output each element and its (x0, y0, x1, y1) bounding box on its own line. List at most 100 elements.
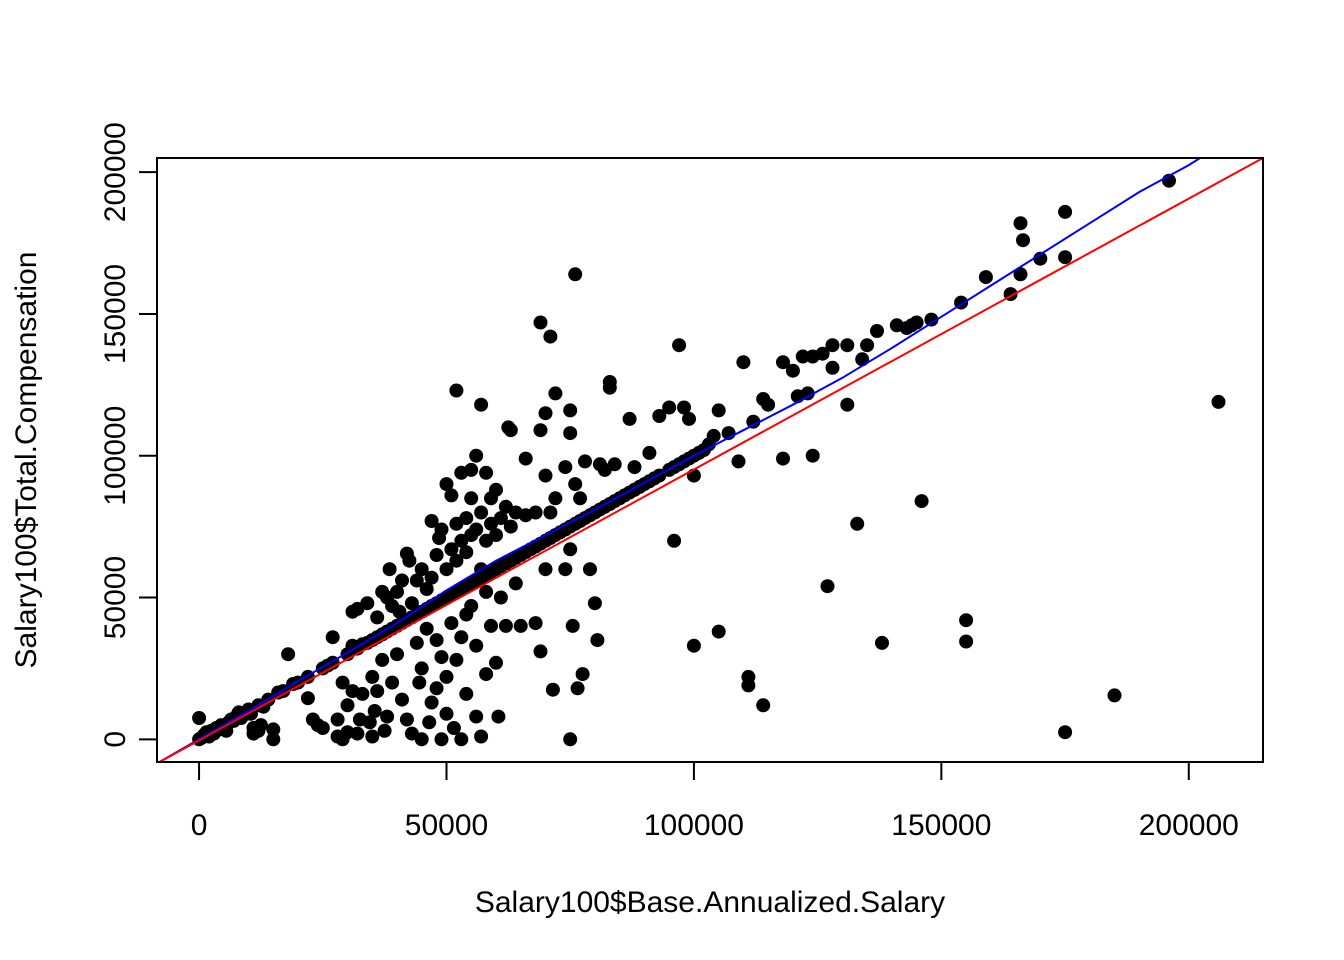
data-point (469, 522, 484, 537)
data-point (474, 729, 489, 744)
data-point (746, 414, 761, 429)
data-point (382, 562, 397, 577)
data-point (662, 400, 677, 415)
data-point (575, 667, 590, 682)
data-point (474, 397, 489, 412)
data-point (340, 698, 355, 713)
data-point (1013, 267, 1028, 282)
data-point (444, 616, 459, 631)
data-point (434, 732, 449, 747)
data-point (454, 630, 469, 645)
y-tick-label: 150000 (99, 264, 132, 364)
data-point (385, 675, 400, 690)
y-axis: 0 50000 100000 150000 200000 (99, 122, 158, 748)
data-point (840, 338, 855, 353)
data-point (513, 618, 528, 633)
data-point (538, 562, 553, 577)
data-point (820, 579, 835, 594)
data-point (860, 338, 875, 353)
data-point (627, 460, 642, 475)
data-point (1058, 725, 1073, 740)
data-point (565, 618, 580, 633)
data-point (736, 355, 751, 370)
data-point (563, 542, 578, 557)
y-tick-label: 200000 (99, 122, 132, 222)
data-point (914, 494, 929, 509)
data-point (1058, 204, 1073, 219)
data-point (875, 635, 889, 650)
data-point (924, 312, 939, 327)
data-point (399, 712, 414, 727)
data-point (395, 692, 409, 707)
data-point (776, 355, 790, 370)
data-point (335, 675, 350, 690)
data-point (390, 584, 404, 599)
data-point (543, 505, 558, 520)
data-point (682, 411, 696, 426)
data-point (439, 706, 454, 721)
data-point (578, 454, 592, 469)
data-point (741, 678, 756, 693)
data-point (959, 634, 974, 649)
data-point (563, 426, 578, 441)
fit-line-1 (157, 158, 1202, 762)
data-point (479, 584, 494, 599)
data-point (414, 732, 429, 747)
data-point (533, 315, 548, 330)
data-point (528, 505, 543, 520)
data-point (444, 542, 459, 557)
data-point (355, 686, 370, 701)
lines-layer (157, 158, 1263, 762)
data-point (677, 400, 691, 415)
data-point (479, 667, 494, 682)
data-point (587, 596, 602, 611)
x-tick-label: 0 (191, 809, 208, 842)
data-point (395, 573, 409, 588)
data-point (402, 553, 417, 568)
data-point (686, 638, 701, 653)
data-point (508, 576, 523, 591)
y-tick-label: 100000 (99, 406, 132, 506)
data-point (459, 686, 474, 701)
data-point (815, 346, 830, 361)
data-point (652, 409, 667, 423)
data-point (518, 451, 533, 466)
data-point (563, 403, 578, 418)
data-point (362, 715, 377, 730)
data-point (642, 445, 657, 460)
data-point (711, 624, 726, 639)
data-point (978, 270, 993, 285)
data-point (377, 723, 392, 738)
data-point (424, 514, 439, 528)
data-point (409, 635, 424, 650)
data-point (424, 695, 439, 710)
data-point (446, 721, 461, 735)
data-point (315, 721, 330, 735)
data-point (583, 562, 597, 577)
data-point (367, 704, 382, 718)
data-point (533, 644, 548, 659)
data-point (489, 655, 503, 670)
data-point (474, 505, 489, 520)
x-tick-label: 100000 (644, 809, 744, 842)
data-point (548, 386, 563, 401)
data-point (686, 468, 701, 483)
x-axis: 0 50000 100000 150000 200000 (191, 761, 1239, 842)
data-point (568, 267, 583, 282)
data-point (429, 633, 444, 648)
data-point (424, 570, 439, 585)
data-point (444, 488, 459, 503)
data-point (390, 647, 404, 662)
data-point (469, 448, 484, 463)
data-point (434, 650, 449, 665)
data-point (711, 403, 726, 418)
data-point (909, 315, 924, 330)
data-point (439, 669, 454, 684)
data-point (672, 338, 687, 353)
data-point (503, 423, 518, 438)
data-point (350, 726, 365, 741)
data-point (491, 709, 506, 724)
data-point (380, 709, 395, 724)
data-point (414, 562, 429, 577)
